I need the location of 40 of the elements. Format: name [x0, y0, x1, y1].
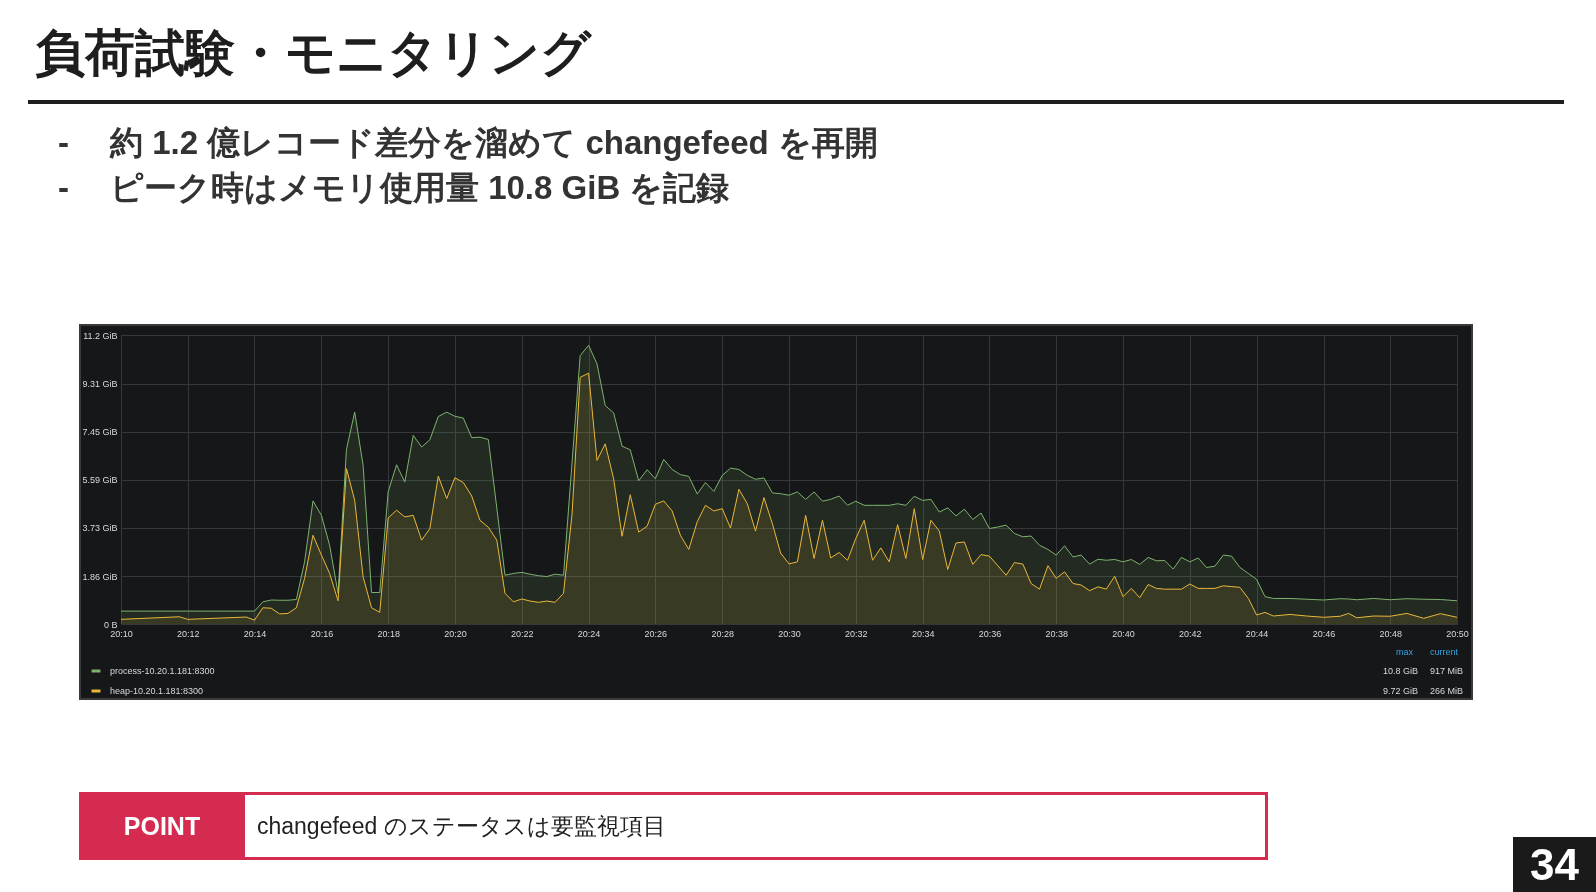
x-tick-label: 20:22 [511, 628, 534, 639]
y-tick-label: 7.45 GiB [82, 427, 118, 438]
text: max [1395, 646, 1413, 658]
x-tick-label: 20:42 [1179, 628, 1202, 639]
x-tick-label: 20:12 [176, 628, 200, 639]
x-tick-label: 20:18 [377, 628, 400, 639]
text: current [1429, 646, 1458, 658]
y-tick-label: 9.31 GiB [82, 379, 118, 390]
x-tick-label: 20:46 [1312, 628, 1336, 639]
text: 10.8 GiB [1382, 665, 1418, 677]
x-tick-label: 20:50 [1446, 628, 1469, 639]
x-tick-label: 20:14 [243, 628, 267, 639]
text: 917 MiB [1429, 665, 1463, 677]
x-tick-label: 20:30 [778, 628, 801, 639]
text: changefeed のステータスは要監視項目 [257, 812, 666, 841]
y-tick-label: 0 B [103, 619, 118, 630]
chart-subtitle: - 約 1.2 億レコード差分を溜めて changefeed を再開 - ピーク時はメモリ使用量 10.8 GiB を記録 [58, 123, 878, 208]
legend-label: heap-10.20.1.181:8300 [110, 686, 204, 696]
x-tick-label: 20:38 [1045, 628, 1068, 639]
y-tick-label: 1.86 GiB [82, 571, 118, 582]
x-tick-label: 20:34 [911, 628, 935, 639]
y-tick-label: 5.59 GiB [82, 475, 118, 486]
x-tick-label: 20:28 [711, 628, 735, 639]
y-tick-label: 11.2 GiB [83, 330, 118, 341]
y-tick-label: 3.73 GiB [82, 523, 118, 534]
text: 9.72 GiB [1382, 685, 1418, 697]
x-tick-label: 20:10 [110, 628, 133, 639]
x-tick-label: 20:20 [444, 628, 467, 639]
text: 266 MiB [1429, 685, 1463, 697]
x-tick-label: 20:32 [844, 628, 868, 639]
x-tick-label: 20:40 [1112, 628, 1135, 639]
x-tick-label: 20:16 [310, 628, 334, 639]
x-tick-label: 20:26 [644, 628, 668, 639]
x-tick-label: 20:48 [1379, 628, 1403, 639]
x-tick-label: 20:24 [577, 628, 601, 639]
text: POINT [122, 811, 202, 842]
legend-label: process-10.20.1.181:8300 [110, 666, 215, 676]
chart-title: 負荷試験・モニタリング [35, 24, 591, 83]
x-tick-label: 20:44 [1245, 628, 1269, 639]
x-tick-label: 20:36 [978, 628, 1002, 639]
